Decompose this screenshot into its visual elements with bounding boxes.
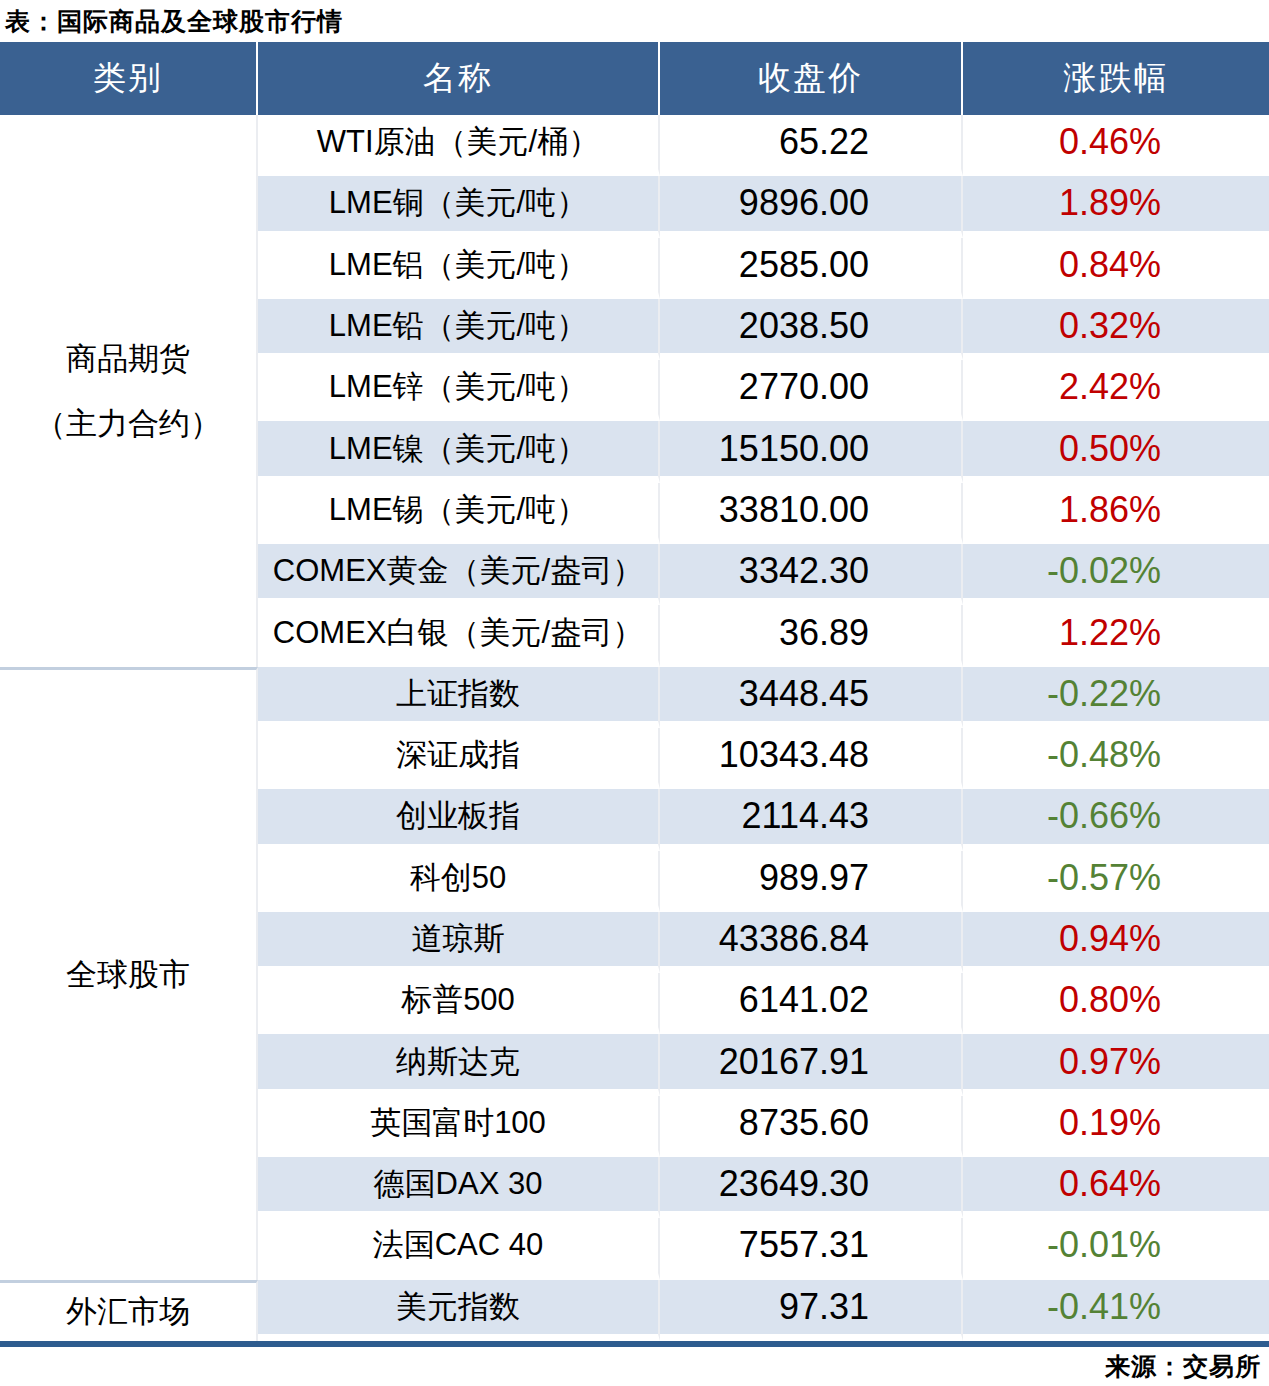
change-percent: -0.01%: [963, 1218, 1269, 1279]
category-cell: 外汇市场: [0, 1280, 258, 1341]
close-price: 9896.00: [660, 176, 963, 237]
column-header: 类别: [0, 42, 258, 115]
instrument-name: 标普500: [258, 973, 660, 1034]
category-cell: 商品期货 （主力合约）: [0, 115, 258, 667]
change-percent: 0.97%: [963, 1034, 1269, 1095]
close-price: 8735.60: [660, 1096, 963, 1157]
instrument-name: LME铝（美元/吨）: [258, 238, 660, 299]
page-title: 表：国际商品及全球股市行情: [0, 0, 1269, 42]
instrument-name: 英国富时100: [258, 1096, 660, 1157]
change-percent: 0.46%: [963, 115, 1269, 176]
change-percent: 0.50%: [963, 421, 1269, 482]
close-price: 10343.48: [660, 728, 963, 789]
close-price: 65.22: [660, 115, 963, 176]
close-price: 23649.30: [660, 1157, 963, 1218]
column-header: 名称: [258, 42, 660, 115]
column-header: 涨跌幅: [963, 42, 1269, 115]
close-price: 97.31: [660, 1280, 963, 1341]
instrument-name: 德国DAX 30: [258, 1157, 660, 1218]
instrument-name: 美元指数: [258, 1280, 660, 1341]
change-percent: -0.48%: [963, 728, 1269, 789]
close-price: 20167.91: [660, 1034, 963, 1095]
close-price: 15150.00: [660, 421, 963, 482]
change-percent: -0.22%: [963, 667, 1269, 728]
change-percent: 0.19%: [963, 1096, 1269, 1157]
change-percent: 1.89%: [963, 176, 1269, 237]
instrument-name: 深证成指: [258, 728, 660, 789]
instrument-name: 创业板指: [258, 789, 660, 850]
source-note: 来源：交易所: [0, 1347, 1269, 1386]
instrument-name: WTI原油（美元/桶）: [258, 115, 660, 176]
close-price: 36.89: [660, 605, 963, 666]
change-percent: 0.80%: [963, 973, 1269, 1034]
instrument-name: LME镍（美元/吨）: [258, 421, 660, 482]
change-percent: -0.57%: [963, 851, 1269, 912]
close-price: 6141.02: [660, 973, 963, 1034]
column-header: 收盘价: [660, 42, 963, 115]
instrument-name: COMEX白银（美元/盎司）: [258, 605, 660, 666]
change-percent: -0.41%: [963, 1280, 1269, 1341]
change-percent: 1.22%: [963, 605, 1269, 666]
instrument-name: LME铜（美元/吨）: [258, 176, 660, 237]
close-price: 2114.43: [660, 789, 963, 850]
change-percent: -0.66%: [963, 789, 1269, 850]
close-price: 3342.30: [660, 544, 963, 605]
change-percent: 0.94%: [963, 912, 1269, 973]
instrument-name: 法国CAC 40: [258, 1218, 660, 1279]
close-price: 989.97: [660, 851, 963, 912]
instrument-name: LME锌（美元/吨）: [258, 360, 660, 421]
instrument-name: LME铅（美元/吨）: [258, 299, 660, 360]
instrument-name: 上证指数: [258, 667, 660, 728]
instrument-name: 道琼斯: [258, 912, 660, 973]
close-price: 2038.50: [660, 299, 963, 360]
close-price: 33810.00: [660, 483, 963, 544]
change-percent: 0.84%: [963, 238, 1269, 299]
instrument-name: 纳斯达克: [258, 1034, 660, 1095]
market-table: 类别名称收盘价涨跌幅商品期货 （主力合约）WTI原油（美元/桶）65.220.4…: [0, 42, 1269, 1341]
instrument-name: COMEX黄金（美元/盎司）: [258, 544, 660, 605]
change-percent: 1.86%: [963, 483, 1269, 544]
change-percent: -0.02%: [963, 544, 1269, 605]
close-price: 3448.45: [660, 667, 963, 728]
instrument-name: 科创50: [258, 851, 660, 912]
close-price: 2585.00: [660, 238, 963, 299]
close-price: 43386.84: [660, 912, 963, 973]
change-percent: 2.42%: [963, 360, 1269, 421]
change-percent: 0.32%: [963, 299, 1269, 360]
close-price: 7557.31: [660, 1218, 963, 1279]
close-price: 2770.00: [660, 360, 963, 421]
instrument-name: LME锡（美元/吨）: [258, 483, 660, 544]
category-cell: 全球股市: [0, 667, 258, 1280]
change-percent: 0.64%: [963, 1157, 1269, 1218]
